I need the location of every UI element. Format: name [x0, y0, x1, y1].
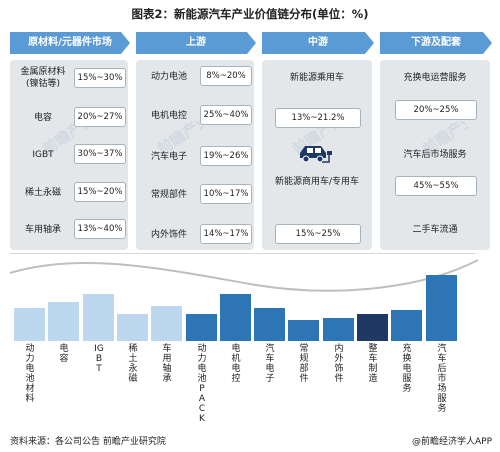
downstream-panel	[380, 60, 490, 250]
x-tick-label-11: 充换电服务	[402, 344, 412, 394]
bar-6	[220, 294, 251, 341]
chart-title: 图表2：新能源汽车产业价值链分布(单位：%)	[131, 7, 369, 21]
mid-label-commercial: 新能源商用车/专用车	[274, 177, 360, 187]
bar-5	[186, 314, 217, 341]
raw-value-metal: 15%~30%	[74, 68, 126, 88]
x-tick-label-2: IGBT	[94, 344, 104, 374]
x-tick-label-5: 动力电池PACK	[197, 344, 207, 424]
up-value-parts: 10%~17%	[200, 184, 252, 204]
raw-value-capacitor: 20%~27%	[74, 107, 126, 127]
x-tick-label-9: 内外饰件	[334, 344, 344, 384]
down-label-charging: 充换电运营服务	[403, 73, 467, 83]
source-note: 资料来源：各公司公告 前瞻产业研究院	[10, 437, 166, 447]
bar-11	[391, 310, 422, 341]
down-value-aftermarket: 45%~55%	[395, 176, 477, 196]
header-downstream: 下游及配套	[380, 32, 492, 54]
mid-value-passenger: 13%~21.2%	[275, 108, 361, 128]
raw-label-metal: 金属原材料 (镍钴等)	[20, 67, 66, 89]
x-tick-label-0: 动力电池材料	[25, 344, 35, 404]
x-tick-label-3: 稀土永磁	[128, 344, 138, 384]
bar-10	[357, 314, 388, 341]
up-label-parts: 常规部件	[150, 190, 187, 200]
up-value-trim: 14%~17%	[200, 224, 252, 244]
raw-label-magnet: 稀土永磁	[24, 188, 61, 198]
x-tick-label-10: 整车制造	[368, 344, 378, 384]
up-value-electronics: 19%~26%	[200, 146, 252, 166]
up-value-battery: 8%~20%	[200, 66, 252, 86]
bar-3	[117, 314, 148, 341]
up-label-electronics: 汽车电子	[150, 152, 187, 162]
x-tick-label-1: 电容	[59, 344, 69, 364]
up-label-trim: 内外饰件	[150, 230, 187, 240]
x-tick-label-7: 汽车电子	[265, 344, 275, 384]
raw-label-igbt: IGBT	[32, 150, 54, 160]
divider-line	[10, 253, 476, 254]
bar-1	[48, 302, 79, 341]
header-raw-materials: 原材料/元器件市场	[10, 32, 130, 54]
bar-8	[288, 320, 319, 341]
raw-value-bearing: 13%~40%	[74, 219, 126, 239]
x-tick-label-12: 汽车后市场服务	[437, 344, 447, 414]
mid-label-passenger: 新能源乘用车	[289, 73, 344, 83]
down-label-used-car: 二手车流通	[412, 225, 458, 235]
raw-value-igbt: 30%~37%	[74, 144, 126, 164]
header-midstream: 中游	[262, 32, 374, 54]
raw-label-bearing: 车用轴承	[24, 225, 61, 235]
up-label-battery: 动力电池	[150, 72, 187, 82]
bar-4	[151, 306, 182, 341]
bar-2	[83, 294, 114, 341]
down-label-aftermarket: 汽车后市场服务	[403, 150, 467, 160]
brand-note: @前瞻经济学人APP	[411, 437, 492, 447]
bar-7	[254, 308, 285, 341]
x-tick-label-8: 常规部件	[299, 344, 309, 384]
bar-9	[323, 318, 354, 341]
x-tick-label-6: 电机电控	[231, 344, 241, 384]
mid-value-commercial: 15%~25%	[275, 224, 361, 244]
raw-value-magnet: 15%~20%	[74, 182, 126, 202]
bar-0	[14, 308, 45, 341]
bar-12	[426, 275, 457, 341]
header-upstream: 上游	[136, 32, 256, 54]
x-tick-label-4: 车用轴承	[162, 344, 172, 384]
down-value-charging: 20%~25%	[395, 100, 477, 120]
raw-label-capacitor: 电容	[33, 113, 52, 123]
up-value-motor: 25%~40%	[200, 105, 252, 125]
up-label-motor: 电机电控	[150, 111, 187, 121]
electric-car-icon	[300, 146, 332, 163]
